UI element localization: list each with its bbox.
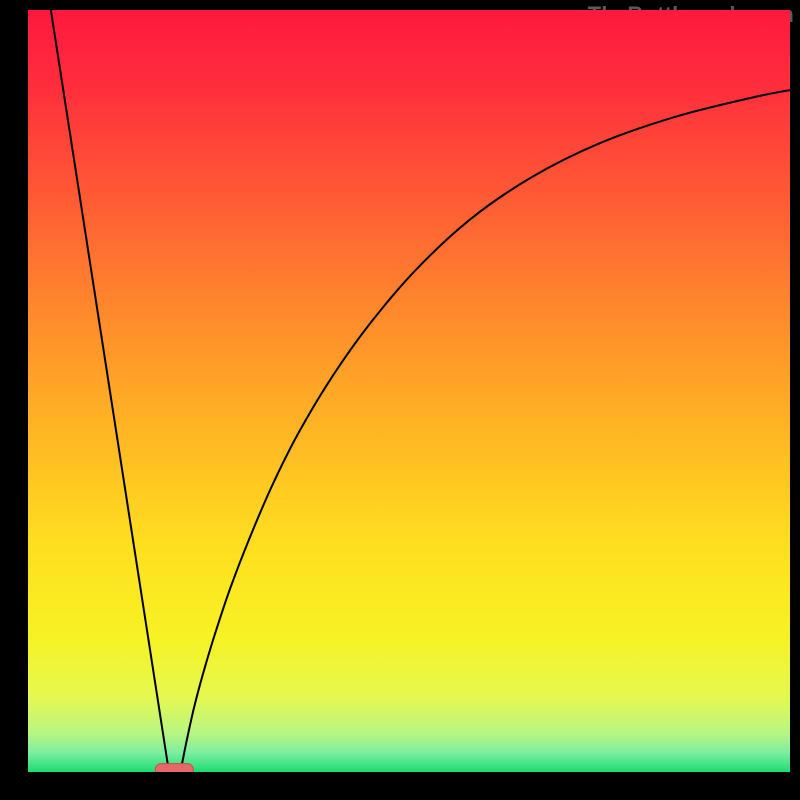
bottleneck-marker — [155, 764, 193, 772]
plot-area — [28, 10, 790, 772]
chart-svg — [28, 10, 790, 772]
chart-frame: TheBottleneck.com — [0, 0, 800, 800]
gradient-background — [28, 10, 790, 772]
